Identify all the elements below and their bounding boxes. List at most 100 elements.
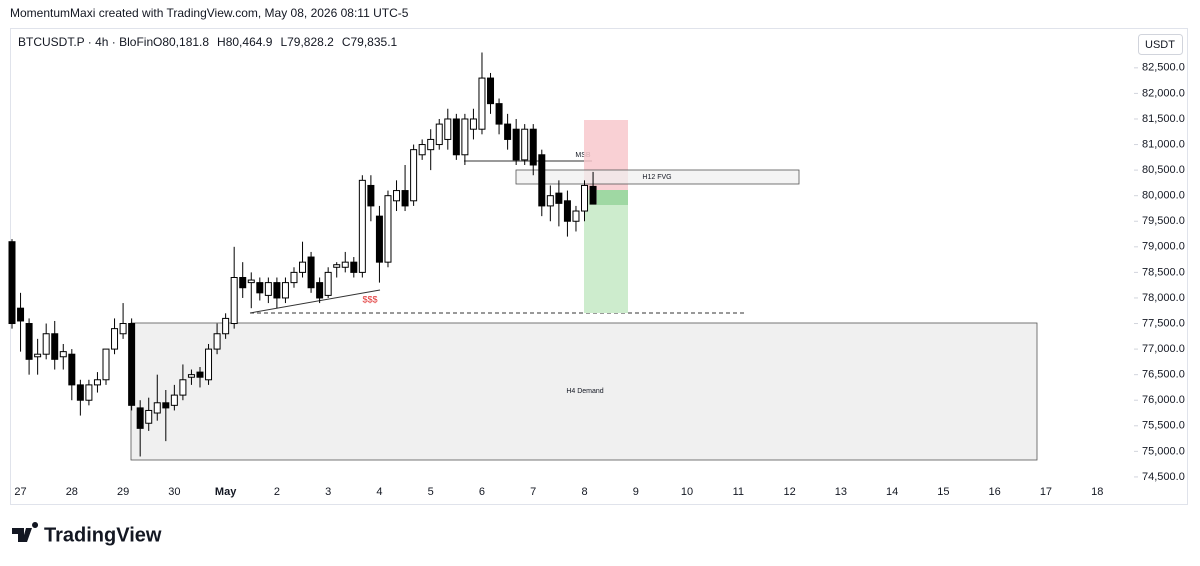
candle-body <box>572 210 580 222</box>
candle-body <box>128 323 136 406</box>
x-tick-label: 11 <box>733 486 744 498</box>
candle-body <box>555 192 563 204</box>
y-tick-label: 75,500.0 <box>1142 420 1185 432</box>
entry-zone <box>597 190 628 205</box>
candle-body <box>487 77 495 105</box>
x-tick-label: 15 <box>937 486 949 498</box>
y-tick-label: 81,000.0 <box>1142 138 1185 150</box>
candle-body <box>119 323 127 335</box>
logo: TradingView <box>12 522 162 546</box>
x-tick-label: 6 <box>479 486 485 498</box>
candle-body <box>538 154 546 207</box>
x-tick-label: 5 <box>428 486 434 498</box>
x-tick-label: 7 <box>530 486 536 498</box>
y-tick-label: 78,500.0 <box>1142 266 1185 278</box>
axes: 74,500.0 75,000.0 75,500.0 76,000.0 76,500.0… <box>14 62 1184 498</box>
currency-button[interactable] <box>1138 34 1183 55</box>
candle-body <box>8 241 16 325</box>
candle-body <box>504 123 512 140</box>
candle-body <box>384 195 392 263</box>
candle-body <box>563 200 571 222</box>
candle-body <box>461 118 469 156</box>
x-tick-label: May <box>215 486 237 498</box>
candle-body <box>170 394 178 406</box>
y-tick-label: 82,500.0 <box>1142 62 1185 74</box>
candle-body <box>153 402 161 414</box>
candle-body <box>239 277 247 289</box>
x-tick-label: 28 <box>66 486 78 498</box>
candle-body <box>145 409 153 424</box>
candle-body <box>307 256 315 289</box>
candle-body <box>25 323 33 360</box>
logo-text: TradingView <box>44 524 162 546</box>
y-tick-label: 76,500.0 <box>1142 369 1185 381</box>
ohlc-value: O80,181.8 <box>153 35 209 49</box>
x-tick-label: 17 <box>1040 486 1052 498</box>
candle-body <box>93 379 101 386</box>
fvg-zone <box>515 169 800 185</box>
candle-body <box>247 279 255 284</box>
y-tick-label: 80,000.0 <box>1142 190 1185 202</box>
candle-body <box>316 282 324 299</box>
y-tick-label: 79,500.0 <box>1142 215 1185 227</box>
candle-body <box>230 277 238 325</box>
candle-body <box>68 353 76 386</box>
candle-body <box>469 118 477 130</box>
y-tick-label: 81,500.0 <box>1142 113 1185 125</box>
candle-body <box>367 184 375 207</box>
candle-body <box>521 128 529 161</box>
x-tick-label: 12 <box>783 486 795 498</box>
candle-body <box>273 282 281 299</box>
candle-body <box>76 384 84 401</box>
candle-body <box>529 128 537 166</box>
demand-zone <box>130 322 1038 461</box>
y-tick-label: 78,000.0 <box>1142 292 1185 304</box>
candle-body <box>341 261 349 268</box>
candle-body <box>393 190 401 202</box>
y-tick-label: 77,000.0 <box>1142 343 1185 355</box>
candle-body <box>324 271 332 296</box>
candle-body <box>410 149 418 202</box>
x-tick-label: 8 <box>581 486 587 498</box>
symbol: BTCUSDT.P · 4h · BloFin <box>18 35 153 49</box>
candle-body <box>333 264 341 268</box>
y-tick-label: 80,500.0 <box>1142 164 1185 176</box>
x-tick-label: 18 <box>1091 486 1103 498</box>
candle-body <box>546 195 554 207</box>
candle-body <box>196 371 204 378</box>
candle-body <box>452 118 460 156</box>
candle-body <box>264 282 272 296</box>
currency: USDT <box>1145 39 1175 51</box>
candle-body <box>478 77 486 130</box>
candle-body <box>589 185 597 205</box>
candle-body <box>85 384 93 401</box>
candle-body <box>111 328 119 350</box>
credit: MomentumMaxi created with TradingView.co… <box>10 6 409 20</box>
candle-body <box>281 282 289 299</box>
x-tick-label: 10 <box>681 486 693 498</box>
target-zone <box>584 190 628 313</box>
msb-label: MSB <box>575 152 591 159</box>
x-tick-label: 16 <box>989 486 1001 498</box>
candle-body <box>375 215 383 263</box>
y-tick-label: 82,000.0 <box>1142 87 1185 99</box>
candle-body <box>495 103 503 125</box>
logo-mark <box>12 522 39 542</box>
y-tick-label: 76,000.0 <box>1142 394 1185 406</box>
x-tick-label: 13 <box>835 486 847 498</box>
trendline <box>249 289 381 314</box>
ohlc-header: O80,181.8 H80,464.9 L79,828.2 C79,835.1 <box>153 35 398 49</box>
candle-body <box>444 118 452 140</box>
candle-body <box>17 307 25 322</box>
candle-body <box>136 407 144 429</box>
x-tick-label: 14 <box>886 486 898 498</box>
x-tick-label: 29 <box>117 486 129 498</box>
candle-body <box>51 333 59 360</box>
y-tick-label: 77,500.0 <box>1142 317 1185 329</box>
x-tick-label: 4 <box>376 486 382 498</box>
x-tick-label: 27 <box>14 486 26 498</box>
x-tick-label: 2 <box>274 486 280 498</box>
y-tick-label: 74,500.0 <box>1142 471 1185 483</box>
candle-body <box>162 402 170 409</box>
